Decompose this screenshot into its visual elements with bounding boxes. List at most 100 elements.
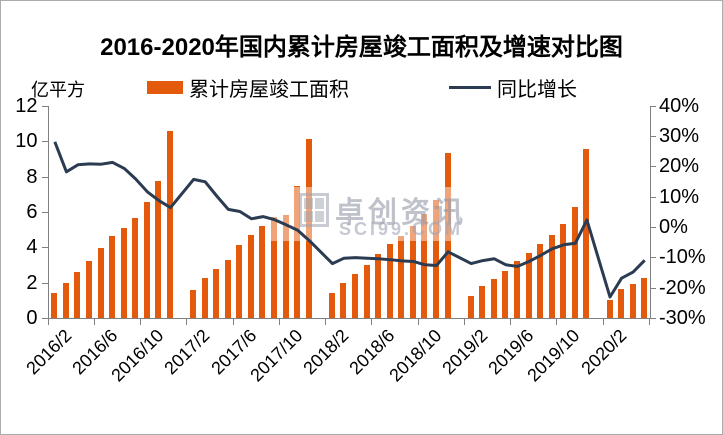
left-axis-tick-label: 10: [15, 130, 38, 153]
bar-2017/4: [213, 269, 220, 318]
x-axis-tick: [417, 319, 419, 325]
right-axis-tick: [650, 136, 656, 138]
watermark-site-text: SCI99.COM: [339, 219, 464, 239]
right-axis-tick: [650, 196, 656, 198]
bar-2019/3: [479, 285, 486, 318]
x-axis-tick: [371, 319, 373, 325]
bar-2019/12: [583, 148, 590, 318]
left-axis-tick: [41, 247, 48, 249]
right-axis-tick-label: 10%: [659, 185, 700, 208]
bar-2016/6: [97, 247, 104, 318]
bar-2017/2: [190, 290, 197, 318]
watermark: 卓创资讯 SCI99.COM: [267, 187, 463, 241]
bar-2016/8: [120, 227, 127, 318]
legend-line-label: 同比增长: [497, 79, 577, 101]
x-axis-tick: [278, 319, 280, 325]
bar-2017/5: [224, 260, 231, 318]
bar-2016/5: [85, 261, 92, 318]
left-axis-tick-label: 8: [26, 165, 38, 188]
left-axis-tick-label: 4: [26, 236, 38, 259]
bar-2019/5: [502, 270, 509, 318]
x-axis-tick: [602, 319, 604, 325]
right-axis-tick-label: -10%: [659, 246, 706, 269]
x-axis-tick: [649, 319, 650, 325]
bar-2018/2: [328, 292, 335, 318]
x-axis-tick: [510, 319, 512, 325]
bar-2018/10: [421, 214, 428, 318]
left-axis-tick-label: 12: [15, 94, 38, 117]
bar-2018/5: [363, 264, 370, 318]
left-axis-tick-label: 0: [26, 307, 38, 329]
plot-area: [47, 105, 651, 319]
bar-2018/12: [444, 153, 451, 318]
growth-line: [52, 141, 646, 299]
x-axis-tick: [463, 319, 465, 325]
x-axis-tick: [47, 319, 49, 325]
bar-2017/9: [271, 216, 278, 318]
bar-2018/11: [433, 200, 439, 318]
bar-2019/7: [525, 252, 532, 318]
right-axis-tick-label: 0%: [659, 216, 688, 239]
bar-2017/12: [305, 138, 312, 318]
bar-2016/9: [132, 217, 139, 318]
x-axis-tick: [325, 319, 327, 325]
chart-title: 2016-2020年国内累计房屋竣工面积及增速对比图: [100, 34, 623, 61]
left-axis-unit-label: 亿平方: [31, 80, 85, 100]
right-axis-tick: [650, 318, 656, 319]
bar-2018/9: [409, 226, 416, 318]
legend-bar-label: 累计房屋竣工面积: [189, 79, 349, 101]
right-axis-tick-label: 20%: [659, 155, 700, 178]
right-axis-tick: [650, 105, 656, 107]
bar-2017/11: [294, 185, 301, 318]
right-axis-tick-label: -30%: [659, 307, 706, 329]
bar-2017/8: [259, 226, 266, 318]
bar-2020/5: [641, 277, 648, 318]
bar-2020/3: [618, 289, 625, 318]
sci99-logo-icon: [299, 193, 329, 227]
x-axis-tick: [556, 319, 558, 325]
bar-2016/10: [143, 201, 150, 318]
bar-2018/6: [375, 254, 382, 318]
bar-2019/10: [560, 223, 567, 318]
bar-2016/2: [51, 293, 58, 318]
bar-2017/3: [201, 278, 208, 318]
right-axis-tick: [650, 166, 656, 168]
left-axis-tick: [41, 282, 48, 284]
bar-2017/6: [236, 244, 243, 318]
bar-2018/8: [398, 235, 405, 318]
legend-bar-swatch: [147, 81, 183, 94]
left-axis-tick: [41, 211, 48, 213]
bar-2016/3: [62, 282, 69, 318]
x-axis-tick: [232, 319, 234, 325]
bar-2019/4: [490, 279, 497, 318]
bar-2016/4: [74, 272, 81, 318]
x-axis-tick: [93, 319, 95, 325]
bar-2019/6: [513, 261, 520, 318]
bar-2019/8: [537, 244, 544, 318]
bar-2018/3: [340, 282, 347, 318]
bar-2020/4: [629, 284, 636, 318]
right-axis-tick: [650, 227, 656, 229]
bar-2017/7: [247, 235, 254, 318]
bar-2018/7: [386, 244, 393, 318]
right-axis-tick-label: 30%: [659, 125, 700, 148]
right-axis-tick-label: 40%: [659, 94, 700, 117]
right-axis-tick: [650, 257, 656, 259]
bar-2016/11: [155, 180, 162, 318]
left-axis-tick-label: 6: [26, 200, 38, 223]
legend-line-swatch: [449, 86, 491, 89]
right-axis-tick-label: -20%: [659, 276, 706, 299]
left-axis-tick: [41, 105, 48, 107]
left-axis-tick: [41, 141, 48, 143]
x-axis-tick: [186, 319, 188, 325]
bar-2016/7: [109, 235, 116, 318]
bar-2019/2: [467, 296, 474, 318]
left-axis-tick: [41, 318, 48, 319]
right-axis-tick: [650, 287, 656, 289]
bar-2018/4: [352, 274, 359, 318]
bar-2016/12: [166, 130, 173, 318]
bar-2019/9: [548, 235, 555, 318]
left-axis-tick-label: 2: [26, 271, 38, 294]
bar-2017/10: [282, 214, 289, 318]
